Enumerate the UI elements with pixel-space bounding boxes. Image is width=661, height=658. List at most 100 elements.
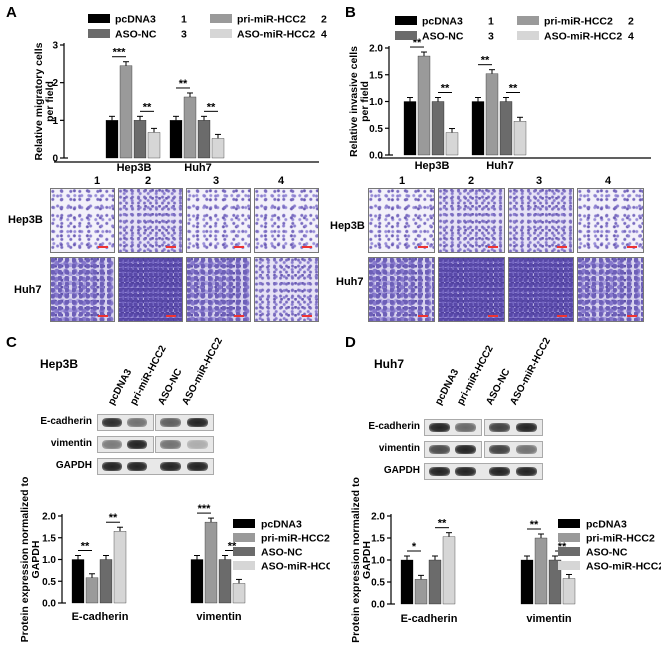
- legend-label: ASO-NC: [422, 31, 464, 43]
- legend-label: ASO-miR-HCC2: [586, 561, 661, 573]
- legend-swatch: [88, 29, 110, 38]
- micrograph: [118, 257, 183, 322]
- bar: [442, 536, 456, 605]
- legend-label: ASO-miR-HCC2: [261, 561, 330, 573]
- chart-c: Protein expression normalized to GAPDH 0.0…: [19, 477, 330, 643]
- blot-strip: [155, 414, 214, 431]
- legend-number: 1: [488, 16, 494, 28]
- bar: [71, 559, 85, 604]
- col-label: 4: [604, 175, 612, 187]
- legend-label: ASO-NC: [261, 547, 303, 559]
- bar: [414, 579, 428, 605]
- legend-label: ASO-NC: [586, 547, 628, 559]
- cell-line-title: Huh7: [374, 357, 404, 371]
- bar: [499, 101, 513, 156]
- col-label: 2: [467, 175, 475, 187]
- bar: [417, 55, 431, 156]
- bar: [232, 583, 246, 604]
- y-tick-label: 1.5: [369, 70, 383, 81]
- significance-label: **: [109, 512, 118, 524]
- y-axis-label: GAPDH: [361, 541, 373, 579]
- blot-row-label: GAPDH: [55, 460, 92, 471]
- y-tick-label: 0.5: [369, 124, 383, 135]
- bar: [534, 537, 548, 605]
- bar: [211, 138, 225, 159]
- chart-d: Protein expression normalized to GAPDH 0.0…: [350, 477, 661, 643]
- significance-label: **: [530, 519, 539, 531]
- y-tick-label: 0.0: [369, 151, 383, 162]
- y-tick-label: 2.0: [42, 512, 56, 523]
- legend-swatch: [233, 547, 255, 556]
- legend-swatch: [558, 533, 580, 542]
- blot-row-label: GAPDH: [383, 465, 420, 476]
- blot-strip: [484, 441, 543, 458]
- bar: [197, 120, 211, 159]
- blot-strip: [97, 458, 214, 475]
- legend-swatch: [395, 16, 417, 25]
- col-label: 1: [93, 175, 101, 187]
- legend-swatch: [517, 16, 539, 25]
- y-tick-label: 0.0: [42, 599, 56, 610]
- legend-number: 4: [321, 29, 327, 41]
- y-axis-label: per field: [44, 81, 56, 122]
- micrograph: [368, 188, 435, 253]
- category-label: Hep3B: [415, 160, 450, 172]
- y-tick-label: 1: [52, 116, 58, 127]
- bar: [218, 559, 232, 604]
- row-label: Hep3B: [8, 214, 43, 226]
- blot-row-label: vimentin: [378, 443, 420, 454]
- legend-label: pcDNA3: [261, 519, 302, 531]
- significance-label: ***: [198, 503, 212, 515]
- panel-label-d: D: [345, 334, 356, 351]
- legend-swatch: [558, 519, 580, 528]
- legend-label: pcDNA3: [115, 14, 156, 26]
- bar: [99, 559, 113, 604]
- bar: [190, 559, 204, 604]
- micrograph: [254, 188, 319, 253]
- micrograph: [186, 257, 251, 322]
- blot-row-label: E-cadherin: [40, 416, 92, 427]
- y-axis-label: Protein expression normalized to: [350, 477, 362, 643]
- bar: [428, 559, 442, 605]
- legend-number: 2: [628, 16, 634, 28]
- lane-label: ASO-miR-HCC2: [508, 336, 553, 407]
- bar: [183, 96, 197, 159]
- bar: [105, 120, 119, 159]
- bar: [400, 559, 414, 605]
- legend-swatch: [233, 561, 255, 570]
- significance-label: *: [412, 541, 417, 553]
- blot-strip: [424, 463, 543, 480]
- y-tick-label: 1.5: [371, 534, 385, 545]
- significance-label: **: [481, 55, 490, 67]
- blot-strip: [97, 414, 154, 431]
- blot-row-label: E-cadherin: [368, 421, 420, 432]
- significance-label: ***: [113, 47, 127, 59]
- legend-number: 2: [321, 14, 327, 26]
- legend-label: ASO-miR-HCC2: [544, 31, 622, 43]
- legend-number: 3: [181, 29, 187, 41]
- y-axis-label: per field: [359, 81, 371, 122]
- y-tick-label: 1.0: [42, 555, 56, 566]
- significance-label: **: [81, 541, 90, 553]
- lane-label: ASO-miR-HCC2: [180, 336, 225, 407]
- y-tick-label: 0.5: [42, 577, 56, 588]
- y-tick-label: 3: [52, 41, 58, 52]
- bar: [85, 577, 99, 604]
- legend-label: pcDNA3: [422, 16, 463, 28]
- legend-swatch: [558, 561, 580, 570]
- micrograph: [50, 188, 115, 253]
- cell-line-title: Hep3B: [40, 357, 79, 371]
- row-label: Huh7: [336, 276, 364, 288]
- legend-swatch: [517, 31, 539, 40]
- chart-b: Relative invasive cells per field 0.0 0.5 1.…: [348, 16, 651, 172]
- y-tick-label: 0.5: [371, 578, 385, 589]
- significance-label: **: [509, 83, 518, 95]
- significance-label: **: [441, 83, 450, 95]
- category-label: E-cadherin: [401, 613, 458, 625]
- legend-label: pri-miR-HCC2: [237, 14, 306, 26]
- micrograph: [507, 188, 575, 253]
- legend-label: pri-miR-HCC2: [261, 533, 330, 545]
- micrograph: [186, 188, 251, 253]
- micrograph: [368, 257, 435, 322]
- col-label: 1: [398, 175, 406, 187]
